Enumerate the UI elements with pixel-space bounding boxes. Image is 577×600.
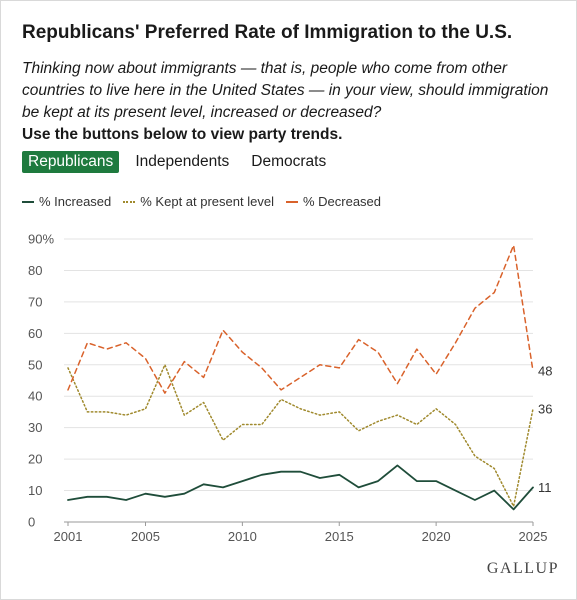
tab-republicans[interactable]: Republicans [22,151,120,173]
legend-item-decreased: % Decreased [285,194,382,209]
x-tick-label: 2001 [54,529,83,544]
party-tabs: Republicans Independents Democrats [22,151,342,173]
series-layer [67,244,534,511]
x-tick-label: 2025 [519,529,548,544]
x-tick-label: 2015 [325,529,354,544]
y-tick-label: 90% [28,232,54,247]
series-line-increased [67,464,534,511]
x-tick-label: 2005 [131,529,160,544]
axis-layer: 0 10 20 30 40 50 60 70 80 90% 2001 2005 2010 2015 2020… [28,232,547,545]
end-label-layer: 11 36 48 [538,364,552,495]
instruction-text: Use the buttons below to view party tren… [22,126,343,143]
grid-layer [64,238,533,523]
legend-item-increased: % Increased [22,194,111,209]
y-tick-label: 60 [28,326,42,341]
y-tick-label: 50 [28,357,42,372]
x-tick-label: 2020 [422,529,451,544]
legend-label-decreased: % Decreased [302,194,382,209]
tab-independents[interactable]: Independents [135,153,230,170]
y-tick-label: 10 [28,483,42,498]
y-tick-label: 0 [28,515,35,530]
end-label-decreased: 48 [538,364,552,379]
y-tick-label: 30 [28,420,42,435]
series-line-kept [67,364,534,508]
end-label-kept: 36 [538,401,552,416]
question-text: Thinking now about immigrants — that is,… [22,60,549,121]
y-tick-label: 20 [28,452,42,467]
y-tick-label: 80 [28,263,42,278]
tab-democrats[interactable]: Democrats [251,153,327,170]
end-label-increased: 11 [538,480,552,495]
legend-swatch-decreased [285,200,298,203]
chart-title: Republicans' Preferred Rate of Immigrati… [22,22,513,43]
legend-swatch-kept [123,200,136,203]
legend-label-increased: % Increased [39,194,112,209]
y-tick-label: 40 [28,389,42,404]
y-tick-label: 70 [28,294,42,309]
legend-swatch-increased [22,200,34,203]
gallup-logo: GALLUP [486,560,559,577]
x-tick-label: 2010 [228,529,257,544]
legend-label-kept: % Kept at present level [140,194,274,209]
legend-item-kept: % Kept at present level [123,194,274,209]
chart-legend: % Increased % Kept at present level % De… [22,194,393,209]
series-line-decreased [67,244,534,394]
